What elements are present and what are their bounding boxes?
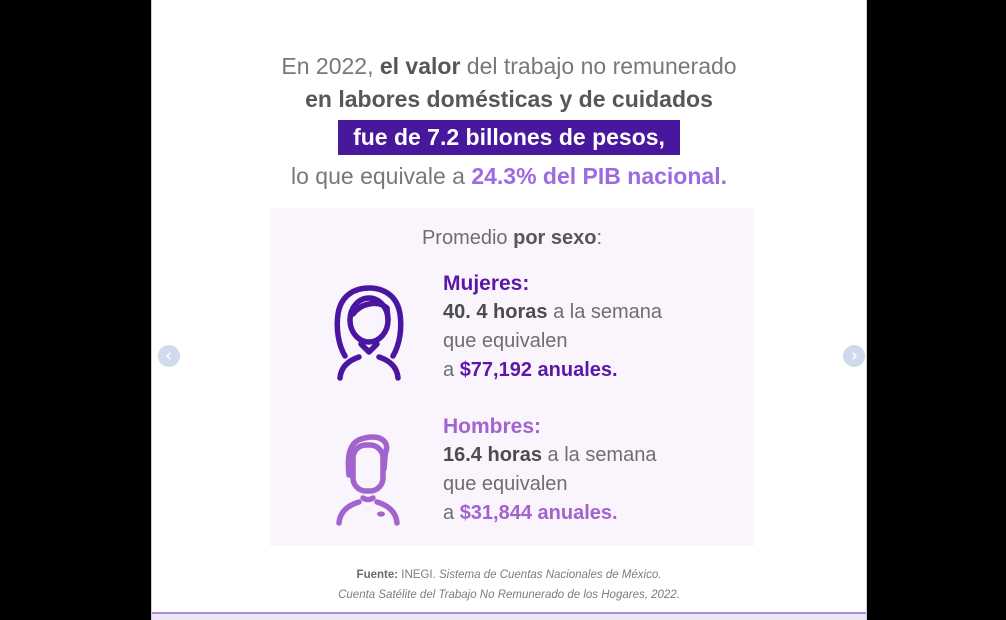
men-stat-line: 16.4 horas a la semana: [443, 441, 733, 470]
carousel-prev-button[interactable]: [158, 345, 180, 367]
headline-highlight-row: fue de 7.2 billones de pesos,: [152, 120, 866, 155]
men-text: Hombres: 16.4 horas a la semana que equi…: [443, 413, 733, 528]
carousel-next-button[interactable]: [843, 345, 865, 367]
men-label: Hombres:: [443, 415, 542, 438]
women-stat-bold: 40. 4 horas: [443, 301, 548, 323]
men-amount-pre: a: [443, 502, 460, 524]
chevron-right-icon: [848, 350, 860, 362]
women-amount-line: a $77,192 anuales.: [443, 356, 733, 385]
headline-line2: en labores domésticas y de cuidados: [305, 86, 713, 112]
headline-line1-post: del trabajo no remunerado: [460, 53, 737, 79]
headline-line4-accent: 24.3% del PIB nacional.: [471, 163, 727, 189]
men-stat-rest: a la semana: [541, 444, 657, 466]
woman-icon: [328, 280, 410, 389]
headline-line1: En 2022, el valor del trabajo no remuner…: [152, 50, 866, 83]
women-amount-accent: $77,192 anuales.: [459, 359, 618, 381]
men-amount-accent: $31,844 anuales.: [459, 502, 618, 524]
men-stat-bold: 16.4 horas: [443, 444, 542, 466]
headline-line4-pre: lo que equivale a: [291, 163, 472, 189]
chevron-left-icon: [163, 350, 175, 362]
source-italic1: Sistema de Cuentas Nacionales de México.: [438, 569, 662, 581]
women-text: Mujeres: 40. 4 horas a la semana que equ…: [443, 270, 733, 385]
panel-heading: Promedio por sexo:: [270, 227, 754, 250]
headline-line4: lo que equivale a 24.3% del PIB nacional…: [152, 160, 866, 193]
men-amount-line: a $31,844 anuales.: [443, 499, 733, 528]
source-line1: Fuente: INEGI. Sistema de Cuentas Nacion…: [152, 565, 866, 585]
source-label: Fuente:: [356, 569, 399, 581]
next-slide-edge: [152, 612, 866, 620]
stats-panel: Promedio por sexo:: [270, 208, 754, 546]
man-icon: [328, 425, 408, 534]
headline: En 2022, el valor del trabajo no remuner…: [152, 50, 866, 193]
women-equiv-line: que equivalen: [443, 330, 568, 352]
women-stat-rest: a la semana: [547, 301, 663, 323]
women-label: Mujeres:: [443, 272, 530, 295]
source-note: Fuente: INEGI. Sistema de Cuentas Nacion…: [152, 565, 866, 605]
panel-heading-bold: por sexo: [513, 227, 597, 249]
source-line2: Cuenta Satélite del Trabajo No Remunerad…: [338, 589, 680, 601]
infographic-slide: En 2022, el valor del trabajo no remuner…: [151, 0, 867, 620]
panel-heading-post: :: [596, 227, 603, 249]
men-equiv-line: que equivalen: [443, 473, 568, 495]
panel-heading-pre: Promedio: [421, 227, 514, 249]
women-amount-pre: a: [443, 359, 460, 381]
women-stat-line: 40. 4 horas a la semana: [443, 298, 733, 327]
source-regular: INEGI.: [398, 569, 439, 581]
headline-line1-bold: el valor: [379, 53, 461, 79]
headline-line1-pre: En 2022,: [281, 53, 380, 79]
headline-highlight: fue de 7.2 billones de pesos,: [338, 120, 680, 155]
